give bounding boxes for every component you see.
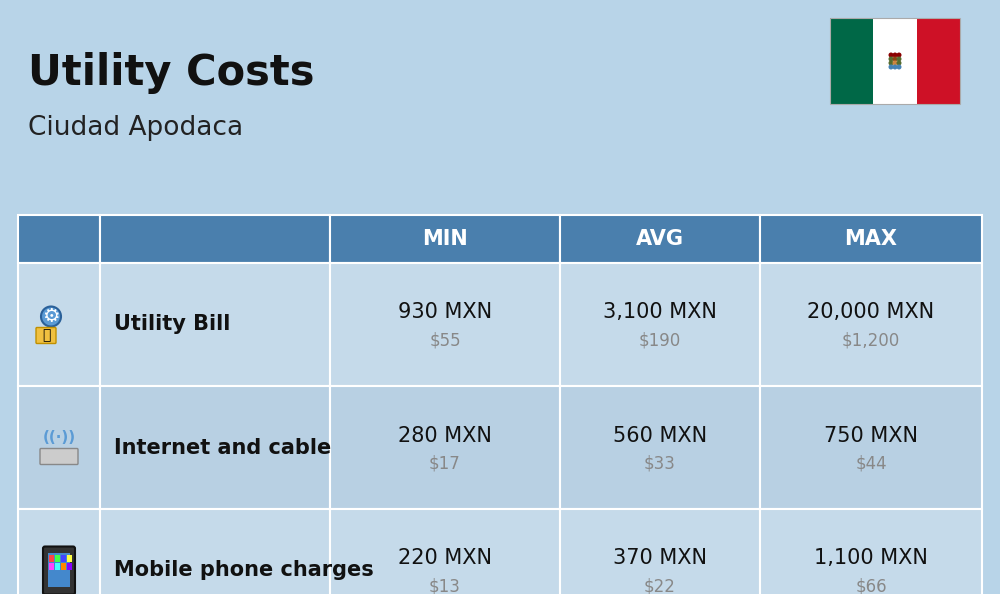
Bar <box>760 215 982 263</box>
Text: 3,100 MXN: 3,100 MXN <box>603 302 717 323</box>
Text: 220 MXN: 220 MXN <box>398 548 492 568</box>
Text: Ciudad Apodaca: Ciudad Apodaca <box>28 115 243 141</box>
Bar <box>48 552 70 586</box>
Text: 20,000 MXN: 20,000 MXN <box>807 302 935 323</box>
Bar <box>61 563 66 570</box>
Text: Mobile phone charges: Mobile phone charges <box>114 561 374 580</box>
Bar <box>100 509 330 594</box>
Text: 🔌: 🔌 <box>42 328 50 343</box>
Bar <box>67 555 72 561</box>
Bar <box>49 563 54 570</box>
Bar <box>760 263 982 386</box>
Bar <box>100 386 330 509</box>
Text: $55: $55 <box>429 331 461 349</box>
Bar <box>18 386 100 509</box>
Text: $22: $22 <box>644 577 676 594</box>
Bar <box>330 215 560 263</box>
FancyBboxPatch shape <box>36 327 56 343</box>
Text: MIN: MIN <box>422 229 468 249</box>
Bar <box>100 215 330 263</box>
Bar <box>873 18 917 104</box>
Text: ⚙: ⚙ <box>42 307 60 326</box>
Circle shape <box>893 65 898 69</box>
Circle shape <box>889 56 894 62</box>
Circle shape <box>893 61 898 65</box>
Text: $17: $17 <box>429 454 461 472</box>
Text: 930 MXN: 930 MXN <box>398 302 492 323</box>
Circle shape <box>896 65 902 69</box>
Circle shape <box>889 65 894 69</box>
Text: AVG: AVG <box>636 229 684 249</box>
Text: 750 MXN: 750 MXN <box>824 425 918 446</box>
Circle shape <box>889 52 894 58</box>
Text: $33: $33 <box>644 454 676 472</box>
Text: 370 MXN: 370 MXN <box>613 548 707 568</box>
Bar <box>49 555 54 561</box>
Text: $190: $190 <box>639 331 681 349</box>
Text: $66: $66 <box>855 577 887 594</box>
Bar <box>330 263 560 386</box>
Bar <box>55 555 60 561</box>
Bar <box>760 509 982 594</box>
Bar <box>917 18 960 104</box>
Bar <box>560 263 760 386</box>
Text: 1,100 MXN: 1,100 MXN <box>814 548 928 568</box>
Bar <box>760 386 982 509</box>
Bar <box>55 563 60 570</box>
Bar <box>100 263 330 386</box>
FancyBboxPatch shape <box>40 448 78 465</box>
Circle shape <box>896 52 902 58</box>
Text: ((·)): ((·)) <box>42 430 76 445</box>
Circle shape <box>896 56 902 62</box>
Bar <box>330 509 560 594</box>
Text: 280 MXN: 280 MXN <box>398 425 492 446</box>
Text: $13: $13 <box>429 577 461 594</box>
Bar <box>18 215 100 263</box>
Text: $44: $44 <box>855 454 887 472</box>
Bar <box>830 18 960 104</box>
Circle shape <box>893 52 898 58</box>
Text: Internet and cable: Internet and cable <box>114 438 331 457</box>
Text: Utility Bill: Utility Bill <box>114 314 230 334</box>
Bar <box>560 386 760 509</box>
Bar <box>18 263 100 386</box>
Text: $1,200: $1,200 <box>842 331 900 349</box>
Bar <box>560 509 760 594</box>
Bar <box>18 509 100 594</box>
Circle shape <box>41 307 61 327</box>
Text: 560 MXN: 560 MXN <box>613 425 707 446</box>
Bar <box>560 215 760 263</box>
Bar <box>61 555 66 561</box>
FancyBboxPatch shape <box>43 546 75 594</box>
Circle shape <box>896 61 902 65</box>
Text: MAX: MAX <box>844 229 898 249</box>
Bar <box>830 18 873 104</box>
Text: Utility Costs: Utility Costs <box>28 52 314 94</box>
Bar <box>330 386 560 509</box>
Circle shape <box>893 56 898 62</box>
Circle shape <box>889 61 894 65</box>
Bar <box>67 563 72 570</box>
